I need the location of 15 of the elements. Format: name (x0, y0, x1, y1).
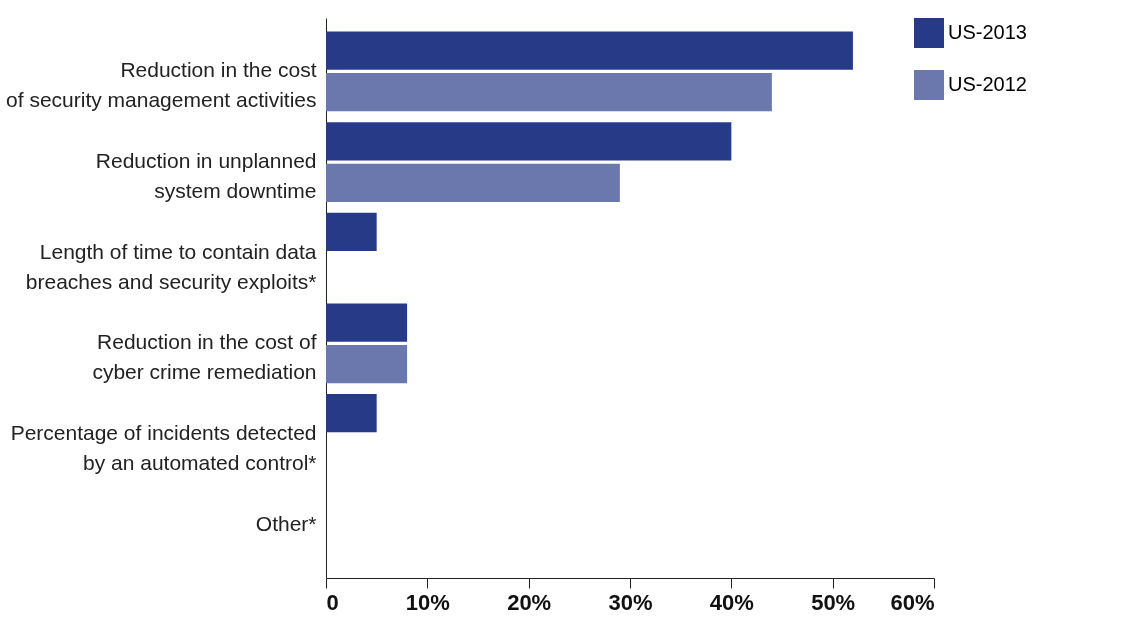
x-tick-label: 10% (405, 589, 450, 615)
legend-label: US-2012 (948, 73, 1027, 95)
x-tick-label: 60% (890, 589, 935, 615)
x-tick-label: 40% (709, 589, 754, 615)
y-tick-label: Other* (255, 511, 317, 535)
x-tick-label: 30% (608, 589, 653, 615)
x-tick-label: 20% (507, 589, 552, 615)
y-tick-label: Reduction in the cost of cyber crime remediation (92, 330, 317, 384)
y-tick-label: Reduction in unplanned system downtime (95, 149, 317, 203)
x-tick-label: 50% (811, 589, 856, 615)
y-tick-label: Length of time to contain data breaches and security exploits* (25, 239, 317, 293)
y-tick-label: Reduction in the cost of security management activities (6, 58, 317, 112)
y-tick-label: Percentage of incidents detected by an automated control* (10, 420, 317, 474)
x-tick-label: 0 (326, 589, 339, 615)
legend-label: US-2013 (948, 21, 1027, 43)
